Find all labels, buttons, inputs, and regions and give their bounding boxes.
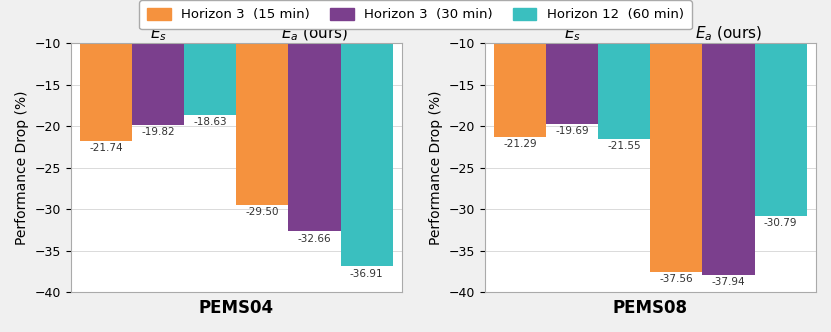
Bar <box>132 0 184 124</box>
Bar <box>494 0 546 137</box>
Y-axis label: Performance Drop (%): Performance Drop (%) <box>429 90 443 245</box>
Bar <box>598 0 651 139</box>
Text: $E_a$ (ours): $E_a$ (ours) <box>695 25 762 43</box>
Text: -37.94: -37.94 <box>711 278 745 288</box>
Bar <box>546 0 598 124</box>
Bar <box>755 0 807 216</box>
Text: -21.29: -21.29 <box>504 139 537 149</box>
Bar <box>341 0 392 266</box>
Bar <box>702 0 755 275</box>
Text: $E_s$: $E_s$ <box>563 25 581 43</box>
Text: -19.69: -19.69 <box>555 126 589 136</box>
Text: $E_a$ (ours): $E_a$ (ours) <box>281 25 348 43</box>
Legend: Horizon 3  (15 min), Horizon 3  (30 min), Horizon 12  (60 min): Horizon 3 (15 min), Horizon 3 (30 min), … <box>139 0 692 29</box>
Text: -30.79: -30.79 <box>764 218 798 228</box>
Text: -36.91: -36.91 <box>350 269 383 279</box>
Bar <box>184 0 236 115</box>
X-axis label: PEMS04: PEMS04 <box>199 299 274 317</box>
Text: -37.56: -37.56 <box>660 274 693 284</box>
Bar <box>80 0 132 140</box>
Bar <box>288 0 341 231</box>
Text: -18.63: -18.63 <box>194 117 227 127</box>
Text: -21.55: -21.55 <box>607 141 642 151</box>
Bar <box>236 0 288 205</box>
Bar <box>651 0 702 272</box>
Y-axis label: Performance Drop (%): Performance Drop (%) <box>15 90 29 245</box>
Text: -29.50: -29.50 <box>246 208 279 217</box>
Text: $E_s$: $E_s$ <box>150 25 166 43</box>
Text: -32.66: -32.66 <box>297 234 332 244</box>
Text: -21.74: -21.74 <box>89 143 123 153</box>
Text: -19.82: -19.82 <box>141 127 175 137</box>
X-axis label: PEMS08: PEMS08 <box>613 299 688 317</box>
